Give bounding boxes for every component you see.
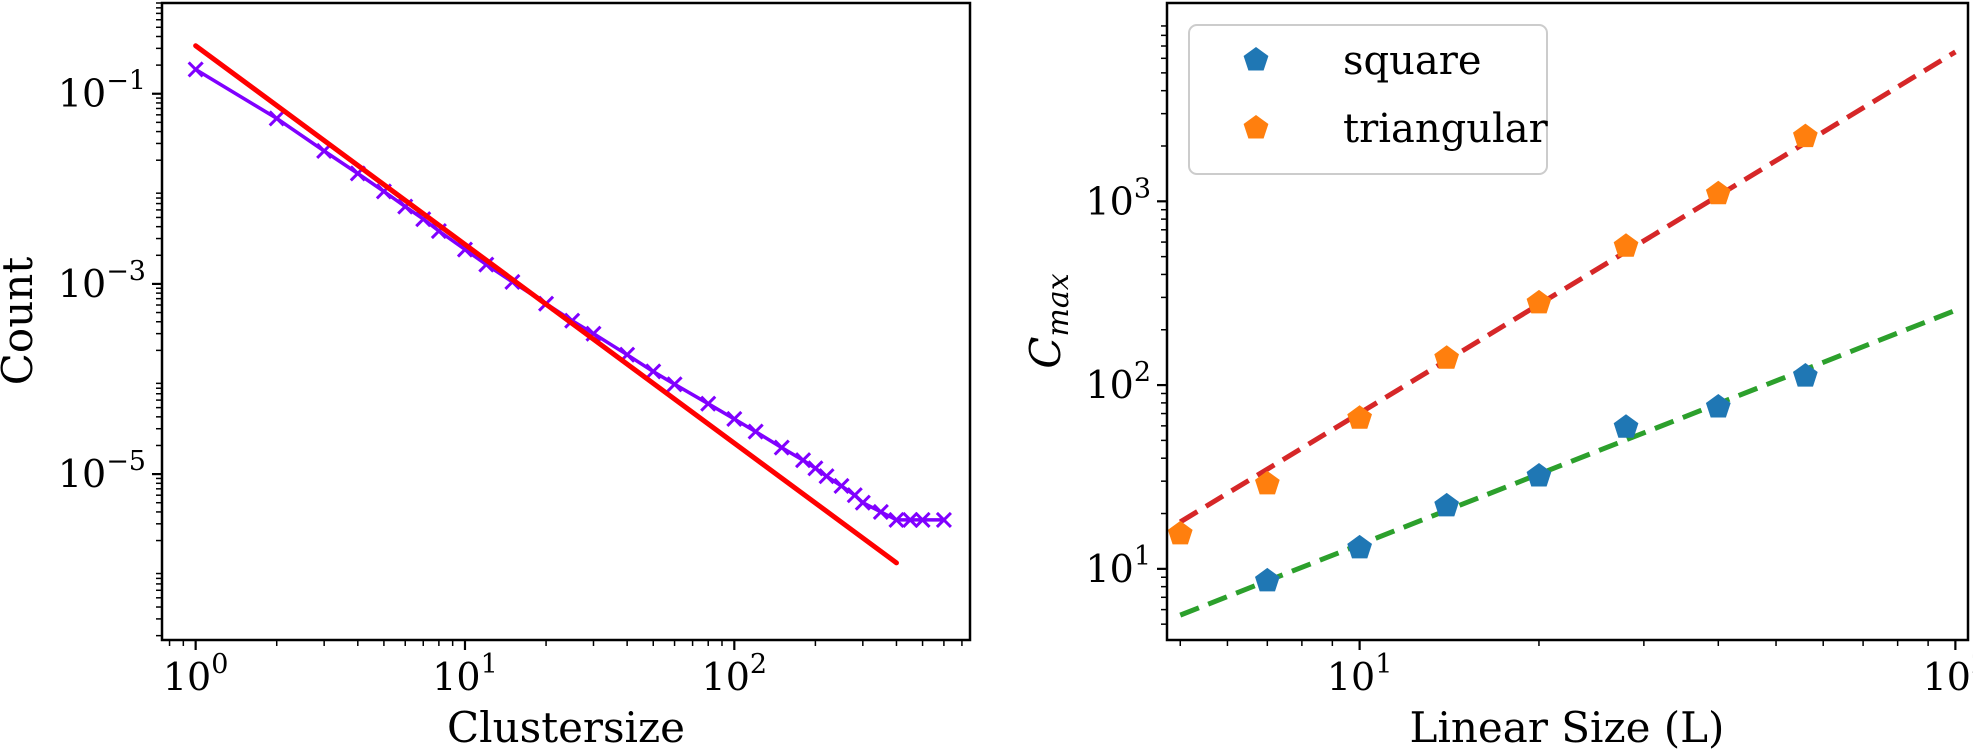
right-series xyxy=(1167,49,1957,618)
left-data-point xyxy=(666,376,683,393)
square-point xyxy=(1526,463,1552,487)
legend-triangular-label: triangular xyxy=(1343,106,1549,152)
left-series xyxy=(187,43,952,566)
left-y-axis-label: Count xyxy=(0,257,42,386)
triangular-point xyxy=(1347,405,1372,429)
left-y-tick-label: 10−5 xyxy=(58,446,146,496)
left-fit-line xyxy=(193,43,899,566)
left-x-tick-label: 100 xyxy=(163,649,229,699)
legend-square-pentagon xyxy=(1243,47,1269,71)
left-data-point xyxy=(645,363,662,380)
triangular-fit-line xyxy=(1178,49,1957,525)
right-y-axis-label-base: C xyxy=(1021,337,1070,369)
left-x-axis-label: Clustersize xyxy=(447,703,685,752)
square-point xyxy=(1793,363,1818,387)
right-y-axis-label-sub: max xyxy=(1041,273,1076,336)
left-major-ticks: 100 101 102 10−1 10−3 10−5 xyxy=(58,66,767,699)
left-data-point xyxy=(935,511,952,528)
legend-triangular-pentagon xyxy=(1243,115,1269,139)
legend-box xyxy=(1188,24,1548,175)
left-data-point xyxy=(888,511,905,528)
left-x-tick-label: 102 xyxy=(702,649,768,699)
left-data-point xyxy=(833,477,850,495)
legend-square-label: square xyxy=(1343,38,1482,84)
left-data-point xyxy=(726,410,743,428)
left-data-point xyxy=(902,511,919,528)
right-y-tick-label: 103 xyxy=(1085,173,1151,223)
right-x-axis-label: Linear Size (L) xyxy=(1410,703,1725,752)
triangular-point xyxy=(1613,233,1639,257)
legend-square-marker xyxy=(1243,47,1269,71)
left-y-tick-label: 10−3 xyxy=(58,256,146,306)
left-x-tick-label: 101 xyxy=(432,649,498,699)
left-y-tick-label: 10−1 xyxy=(58,66,146,116)
right-x-tick-label: 101 xyxy=(1327,649,1393,699)
cluster-size-chart: 100 101 102 10−1 10−3 10−5 Clustersize Count xyxy=(0,1,972,752)
left-data-point xyxy=(773,439,790,456)
left-data-point xyxy=(187,61,204,78)
left-data-point xyxy=(700,395,717,412)
triangular-point xyxy=(1167,520,1193,545)
left-data-point xyxy=(818,468,835,485)
right-y-tick-label: 101 xyxy=(1085,541,1151,591)
legend-triangular-marker xyxy=(1243,115,1269,139)
triangular-point xyxy=(1434,345,1459,369)
left-data-point xyxy=(872,503,889,520)
left-data-point xyxy=(747,423,764,440)
right-y-axis-label: Cmax xyxy=(1021,273,1076,368)
left-data-point xyxy=(268,110,285,127)
triangular-point xyxy=(1793,123,1818,148)
right-major-ticks: 101 102 101 102 103 xyxy=(1085,173,1973,699)
left-plot-frame xyxy=(160,1,972,642)
triangular-point xyxy=(1255,470,1280,495)
square-point xyxy=(1705,394,1731,418)
legend: square triangular xyxy=(1188,24,1549,175)
triangular-point xyxy=(1526,289,1552,314)
left-data-point xyxy=(854,494,871,511)
right-plot-frame xyxy=(1165,1,1970,642)
cmax-chart: 101 102 101 102 103 Linear Size (L) Cmax squ… xyxy=(1021,1,1973,752)
right-x-tick-label: 102 xyxy=(1923,649,1973,699)
triangular-point xyxy=(1705,180,1731,205)
square-fit-line xyxy=(1179,308,1957,618)
square-point xyxy=(1434,492,1459,517)
square-point xyxy=(1347,534,1372,559)
left-data-point xyxy=(478,256,495,273)
left-data-point xyxy=(807,460,824,477)
right-y-tick-label: 102 xyxy=(1085,357,1151,407)
square-point xyxy=(1255,567,1280,592)
square-point xyxy=(1613,414,1639,438)
left-data-point xyxy=(914,511,931,528)
left-data-point xyxy=(795,452,812,469)
